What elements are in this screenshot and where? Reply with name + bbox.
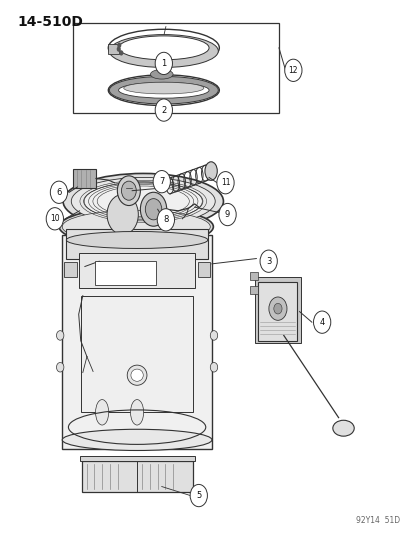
Circle shape (210, 362, 217, 372)
Ellipse shape (109, 76, 218, 104)
Circle shape (216, 172, 234, 194)
Bar (78, 253, 195, 288)
Circle shape (157, 209, 174, 231)
Circle shape (56, 362, 64, 372)
Ellipse shape (150, 69, 173, 79)
Bar (73, 169, 96, 188)
Circle shape (117, 176, 140, 206)
Circle shape (140, 192, 166, 226)
Ellipse shape (66, 231, 207, 248)
Bar (249, 286, 257, 294)
Bar (62, 235, 211, 449)
Ellipse shape (118, 36, 209, 60)
Circle shape (153, 171, 170, 193)
Ellipse shape (130, 400, 143, 425)
Ellipse shape (118, 82, 209, 98)
Ellipse shape (131, 369, 143, 381)
Circle shape (273, 303, 281, 314)
Circle shape (259, 250, 277, 272)
Circle shape (116, 46, 121, 52)
Ellipse shape (109, 35, 218, 68)
Circle shape (190, 484, 207, 507)
Text: 12: 12 (288, 66, 297, 75)
Bar (254, 277, 300, 343)
Ellipse shape (127, 365, 147, 385)
Text: 4: 4 (319, 318, 324, 327)
Circle shape (284, 59, 301, 82)
Text: 14-510D: 14-510D (18, 14, 83, 29)
Bar (81, 296, 193, 413)
Circle shape (218, 204, 236, 225)
Ellipse shape (62, 211, 210, 243)
Bar (81, 461, 192, 492)
Ellipse shape (95, 400, 109, 425)
Text: 8: 8 (163, 215, 168, 224)
Ellipse shape (332, 420, 354, 436)
Bar (197, 262, 209, 277)
Circle shape (50, 181, 67, 204)
Text: 7: 7 (159, 177, 164, 186)
Ellipse shape (63, 173, 223, 229)
Ellipse shape (204, 162, 217, 180)
Text: 92Y14  51D: 92Y14 51D (355, 516, 399, 525)
Ellipse shape (108, 75, 219, 106)
Bar (79, 456, 194, 461)
Text: 9: 9 (224, 210, 230, 219)
Ellipse shape (123, 82, 204, 94)
Circle shape (155, 99, 172, 121)
Text: 5: 5 (196, 491, 201, 500)
Ellipse shape (108, 29, 219, 67)
Circle shape (268, 297, 286, 320)
Bar (73, 22, 278, 113)
Bar (249, 272, 257, 280)
Bar (66, 229, 207, 259)
Circle shape (313, 311, 330, 333)
Circle shape (107, 195, 138, 235)
Bar (258, 282, 297, 341)
Bar (108, 44, 118, 54)
Text: 11: 11 (220, 178, 230, 187)
Text: 6: 6 (56, 188, 62, 197)
Text: 10: 10 (50, 214, 59, 223)
Circle shape (119, 50, 123, 55)
Ellipse shape (71, 177, 215, 225)
Circle shape (56, 330, 64, 340)
Circle shape (46, 208, 63, 230)
Text: 2: 2 (161, 106, 166, 115)
Bar (95, 261, 156, 285)
Circle shape (117, 43, 121, 48)
Ellipse shape (62, 429, 211, 450)
Circle shape (210, 330, 217, 340)
Text: 3: 3 (266, 257, 271, 265)
Ellipse shape (83, 182, 202, 220)
Circle shape (155, 52, 172, 75)
Circle shape (121, 181, 136, 200)
Text: 1: 1 (161, 59, 166, 68)
Circle shape (145, 199, 161, 220)
Ellipse shape (59, 208, 213, 246)
Bar (64, 262, 76, 277)
